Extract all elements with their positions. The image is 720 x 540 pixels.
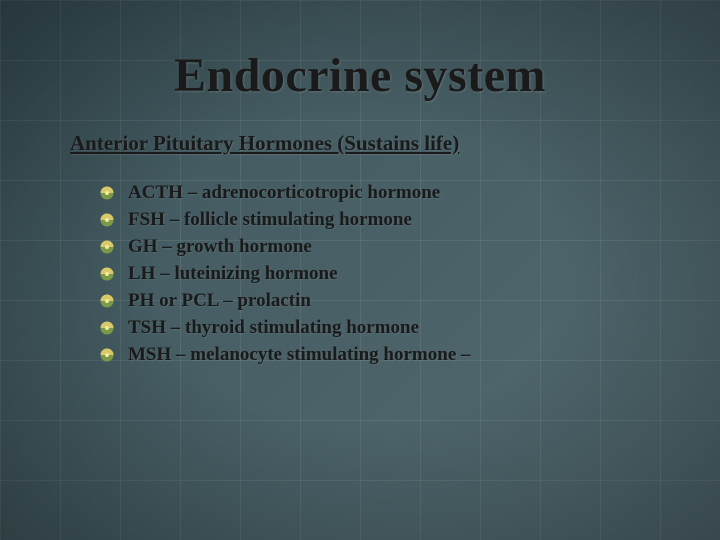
list-item-text: PH or PCL – prolactin	[128, 290, 311, 312]
bullet-icon	[100, 348, 114, 362]
list-item: MSH – melanocyte stimulating hormone –	[100, 344, 650, 366]
bullet-icon	[100, 186, 114, 200]
list-item: PH or PCL – prolactin	[100, 290, 650, 312]
list-item: GH – growth hormone	[100, 236, 650, 258]
list-item: TSH – thyroid stimulating hormone	[100, 317, 650, 339]
slide-content: Endocrine system Anterior Pituitary Horm…	[0, 0, 720, 366]
slide: Endocrine system Anterior Pituitary Horm…	[0, 0, 720, 540]
hormone-list: ACTH – adrenocorticotropic hormone FSH –…	[70, 182, 650, 366]
bullet-icon	[100, 294, 114, 308]
list-item-text: GH – growth hormone	[128, 236, 312, 258]
list-item: ACTH – adrenocorticotropic hormone	[100, 182, 650, 204]
bullet-icon	[100, 321, 114, 335]
slide-title: Endocrine system	[70, 48, 650, 103]
bullet-icon	[100, 240, 114, 254]
bullet-icon	[100, 267, 114, 281]
list-item-text: TSH – thyroid stimulating hormone	[128, 317, 419, 339]
slide-subtitle: Anterior Pituitary Hormones (Sustains li…	[70, 131, 650, 156]
bullet-icon	[100, 213, 114, 227]
list-item: FSH – follicle stimulating hormone	[100, 209, 650, 231]
list-item-text: ACTH – adrenocorticotropic hormone	[128, 182, 440, 204]
list-item: LH – luteinizing hormone	[100, 263, 650, 285]
list-item-text: LH – luteinizing hormone	[128, 263, 338, 285]
list-item-text: FSH – follicle stimulating hormone	[128, 209, 412, 231]
list-item-text: MSH – melanocyte stimulating hormone –	[128, 344, 471, 366]
